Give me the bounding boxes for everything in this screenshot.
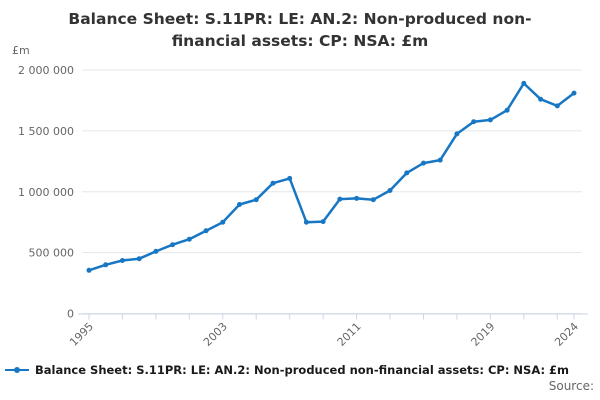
legend-line-marker-icon <box>5 367 29 373</box>
data-point-marker[interactable] <box>421 160 426 166</box>
series-line[interactable] <box>87 82 576 272</box>
source-label: Source: <box>548 379 594 393</box>
y-tick-label: 1 000 000 <box>18 186 74 199</box>
x-tick-label: 1995 <box>67 320 96 349</box>
data-point-marker[interactable] <box>203 228 209 234</box>
data-point-marker[interactable] <box>521 80 527 86</box>
data-point-marker[interactable] <box>454 131 460 137</box>
data-point-marker[interactable] <box>404 170 410 176</box>
data-point-marker[interactable] <box>220 219 226 225</box>
data-point-marker[interactable] <box>270 180 276 186</box>
legend-marker-dot <box>14 367 20 373</box>
x-tick-label: 2024 <box>552 320 581 349</box>
data-point-marker[interactable] <box>287 175 293 181</box>
data-point-marker[interactable] <box>86 267 92 273</box>
x-tick-label: 2011 <box>335 320 364 349</box>
data-point-marker[interactable] <box>554 103 560 109</box>
data-point-marker[interactable] <box>370 197 376 203</box>
data-point-marker[interactable] <box>504 107 510 113</box>
chart-title: Balance Sheet: S.11PR: LE: AN.2: Non-pro… <box>68 10 532 50</box>
data-point-marker[interactable] <box>571 90 577 96</box>
y-tick-label: 0 <box>67 308 74 321</box>
data-point-marker[interactable] <box>253 197 259 203</box>
data-point-marker[interactable] <box>538 96 544 102</box>
y-tick-label: 2 000 000 <box>18 64 74 77</box>
data-point-marker[interactable] <box>186 236 192 242</box>
y-tick-label: 500 000 <box>29 247 75 260</box>
legend-series-label: Balance Sheet: S.11PR: LE: AN.2: Non-pro… <box>35 363 570 377</box>
data-point-marker[interactable] <box>437 157 443 163</box>
data-point-marker[interactable] <box>303 219 309 225</box>
data-point-marker[interactable] <box>337 196 343 202</box>
x-tick-label: 2003 <box>201 320 230 349</box>
data-point-marker[interactable] <box>153 248 159 254</box>
data-point-marker[interactable] <box>354 195 360 201</box>
y-tick-label: 1 500 000 <box>18 125 74 138</box>
data-point-marker[interactable] <box>320 219 326 225</box>
x-tick-label: 2019 <box>469 320 498 349</box>
line-chart-plot: 0 500 000 1 000 000 1 500 000 2 000 000 1995 2… <box>18 64 588 349</box>
data-point-marker[interactable] <box>103 262 109 268</box>
data-point-marker[interactable] <box>170 242 176 248</box>
y-axis-unit-label: £m <box>12 44 30 57</box>
legend-item[interactable]: Balance Sheet: S.11PR: LE: AN.2: Non-pro… <box>4 362 569 378</box>
data-point-marker[interactable] <box>471 119 477 125</box>
data-point-marker[interactable] <box>387 188 393 193</box>
data-point-marker[interactable] <box>136 256 142 262</box>
data-point-marker[interactable] <box>119 258 125 263</box>
data-point-marker[interactable] <box>237 202 242 207</box>
data-point-marker[interactable] <box>487 117 493 123</box>
